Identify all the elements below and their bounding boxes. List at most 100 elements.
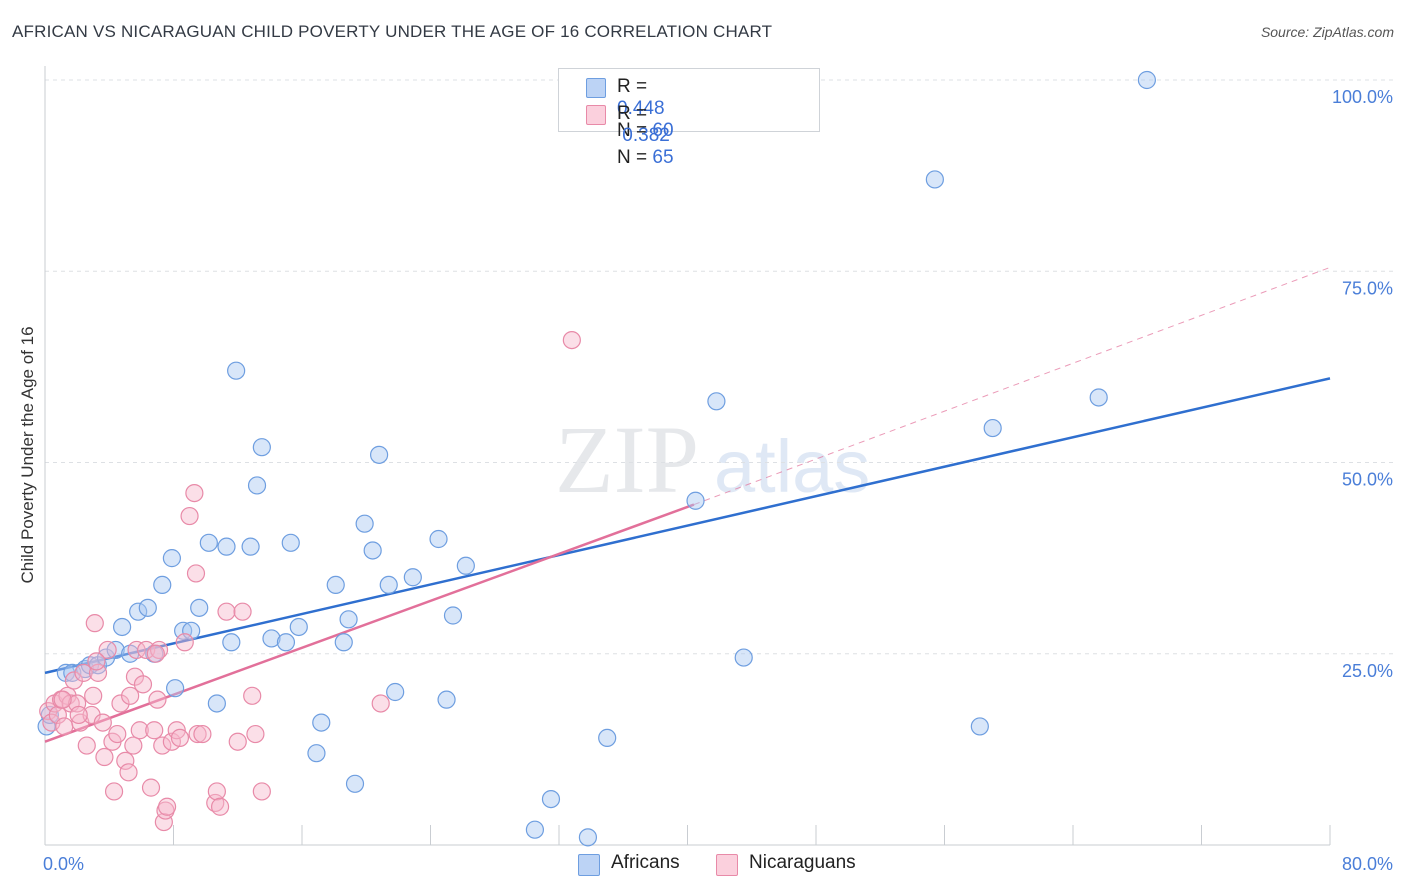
africans-point-49 [541,789,561,809]
nicaraguans-point-44 [175,633,194,652]
nicaraguans-point-47 [186,564,206,583]
gridlines [45,79,1393,655]
africans-r-value: 0.448 [617,98,665,119]
nicaraguans-point-9 [68,694,87,713]
nicaraguans-point-26 [121,686,140,705]
africans-point-15 [162,549,181,568]
y-tick-label-50: 50.0% [1342,470,1393,490]
nicaraguans-point-40 [157,797,177,816]
nicaraguans-point-34 [145,721,164,740]
nicaraguans-n-value: 65 [652,147,674,168]
nicaraguans-point-18 [95,747,114,767]
nicaraguans-point-15 [85,614,104,633]
source-label: Source: ZipAtlas.com [1260,24,1394,40]
nicaraguans-trend-extension [693,266,1331,506]
nicaraguans-point-49 [193,724,212,744]
africans-point-50 [578,828,598,847]
africans-point-30 [281,533,300,552]
nicaraguans-point-11 [74,663,93,682]
nicaraguans-point-32 [137,640,156,660]
africans-point-38 [355,514,374,533]
correlation-legend: R = 0.448 N = 60 R = 0.382 N = 65 [558,68,820,168]
nicaraguans-point-38 [154,812,173,832]
africans-point-36 [339,610,358,629]
africans-point-18 [182,621,201,640]
africans-point-46 [443,606,463,625]
africans-point-58 [1089,388,1108,407]
africans-point-56 [970,717,989,736]
nicaraguans-legend-label: Nicaraguans [749,852,856,873]
nicaraguans-trend-line [44,503,695,743]
nicaraguans-point-55 [233,602,252,621]
nicaraguans-point-35 [148,690,167,709]
nicaraguans-legend-swatch [716,854,738,876]
africans-trend-line [44,377,1331,675]
nicaraguans-point-31 [133,675,153,694]
africans-point-26 [247,476,267,495]
africans-point-52 [686,491,705,510]
africans-point-11 [129,602,148,621]
nicaraguans-point-14 [84,686,103,705]
legend-n-label: N = [617,147,648,168]
africans-point-24 [227,361,246,380]
nicaraguans-point-57 [246,724,265,744]
africans-point-14 [153,575,172,595]
y-tick-label-25: 25.0% [1342,661,1393,681]
tick-labels: 25.0% 50.0% 75.0% 100.0% 0.0% 80.0% [43,87,1393,874]
africans-point-51 [598,728,617,748]
nicaraguans-point-16 [88,663,108,682]
legend-r-label: R = [617,103,648,124]
nicaraguans-point-19 [98,640,117,660]
axes [44,66,1331,846]
africans-point-44 [429,529,448,549]
nicaraguans-point-23 [111,694,130,713]
nicaraguans-point-58 [252,782,271,801]
nicaraguans-point-37 [153,736,172,755]
africans-point-39 [363,541,382,560]
africans-point-42 [386,682,405,702]
africans-point-29 [276,633,296,652]
africans-point-31 [289,617,308,637]
africans-point-33 [312,713,331,732]
chart-title: AFRICAN VS NICARAGUAN CHILD POVERTY UNDE… [12,22,773,41]
africans-point-28 [262,629,281,648]
y-tick-label-100: 100.0% [1332,87,1393,107]
africans-point-16 [166,679,185,698]
africans-point-7 [96,648,116,667]
africans-point-47 [456,556,475,575]
africans-point-23 [222,633,241,652]
x-tick-label-min: 0.0% [43,854,84,874]
africans-point-27 [252,438,271,457]
nicaraguans-point-43 [170,728,190,748]
africans-point-25 [241,537,260,556]
nicaraguans-point-22 [108,724,127,744]
africans-point-43 [403,568,422,587]
africans-point-21 [207,694,226,713]
nicaraguans-point-21 [104,782,124,801]
nicaraguans-point-45 [180,506,199,526]
africans-point-54 [734,648,753,667]
africans-point-59 [1137,70,1156,90]
watermark-zip: ZIP [555,406,699,513]
africans-point-19 [190,598,209,617]
nicaraguans-point-54 [228,732,247,751]
nicaraguans-point-29 [127,640,146,660]
africans-point-41 [379,575,398,595]
nicaraguans-point-60 [562,331,581,350]
nicaraguans-point-64 [146,644,165,663]
nicaraguans-point-62 [69,705,88,725]
nicaraguans-point-24 [116,751,135,770]
legend-r-label: R = [617,76,648,97]
africans-point-45 [437,690,456,709]
nicaraguans-point-30 [130,721,149,740]
africans-legend-label: Africans [611,852,680,873]
africans-swatch [586,78,606,98]
x-tick-label-max: 80.0% [1342,854,1393,874]
africans-point-34 [326,575,345,595]
africans-point-35 [334,633,353,652]
y-axis-label: Child Poverty Under the Age of 16 [18,326,37,583]
nicaraguans-point-27 [124,736,143,755]
africans-point-9 [112,617,132,637]
nicaraguans-point-5 [55,717,74,736]
